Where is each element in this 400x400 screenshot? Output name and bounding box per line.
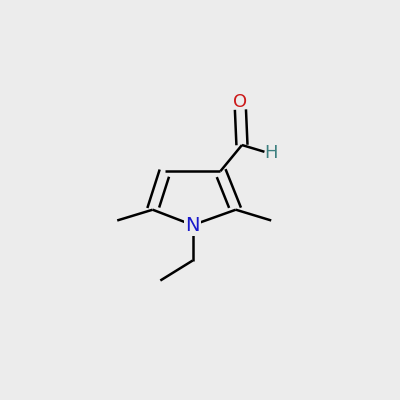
Text: O: O xyxy=(233,93,248,111)
Text: H: H xyxy=(264,144,278,162)
Text: N: N xyxy=(186,216,200,234)
